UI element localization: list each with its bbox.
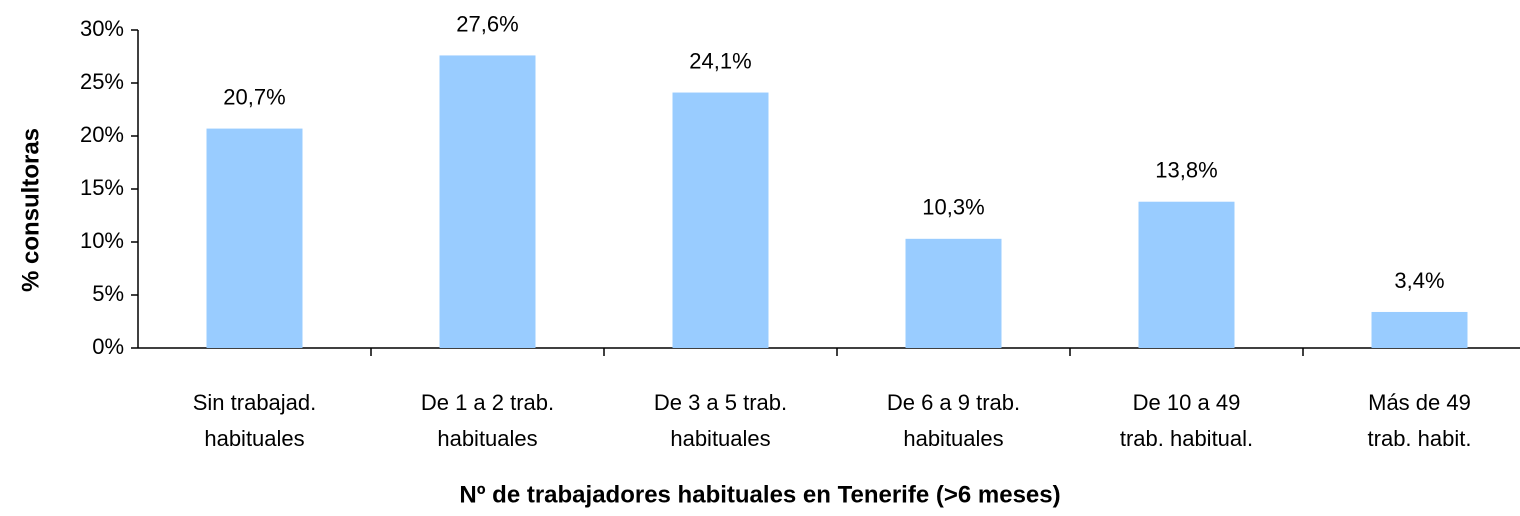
x-axis-label: Nº de trabajadores habituales en Tenerif… xyxy=(459,481,1060,508)
y-tick-label: 30% xyxy=(80,16,124,41)
y-tick-label: 25% xyxy=(80,69,124,94)
y-tick-label: 10% xyxy=(80,228,124,253)
bar xyxy=(1138,201,1235,348)
x-tick-label: habituales xyxy=(903,426,1003,451)
x-tick-label: habituales xyxy=(204,426,304,451)
y-tick-label: 5% xyxy=(92,281,124,306)
y-tick-label: 0% xyxy=(92,334,124,359)
value-label: 10,3% xyxy=(922,195,984,220)
x-tick-label: De 1 a 2 trab. xyxy=(421,390,554,415)
value-label: 13,8% xyxy=(1155,158,1217,183)
x-tick-label: habituales xyxy=(437,426,537,451)
x-tick-label: trab. habit. xyxy=(1368,426,1472,451)
x-tick-label: trab. habitual. xyxy=(1120,426,1253,451)
x-tick-label: De 3 a 5 trab. xyxy=(654,390,787,415)
bar xyxy=(1371,311,1468,348)
y-tick-label: 20% xyxy=(80,122,124,147)
bar xyxy=(206,128,303,348)
x-tick-label: De 6 a 9 trab. xyxy=(887,390,1020,415)
bar xyxy=(672,92,769,348)
bar xyxy=(905,238,1002,348)
y-axis-label: % consultoras xyxy=(17,128,44,292)
value-label: 24,1% xyxy=(689,48,751,73)
bar xyxy=(439,55,536,348)
x-tick-label: De 10 a 49 xyxy=(1133,390,1241,415)
x-tick-label: Más de 49 xyxy=(1368,390,1471,415)
x-tick-label: Sin trabajad. xyxy=(193,390,317,415)
y-tick-label: 15% xyxy=(80,175,124,200)
value-label: 27,6% xyxy=(456,11,518,36)
value-label: 3,4% xyxy=(1394,268,1444,293)
x-tick-label: habituales xyxy=(670,426,770,451)
value-label: 20,7% xyxy=(223,84,285,109)
